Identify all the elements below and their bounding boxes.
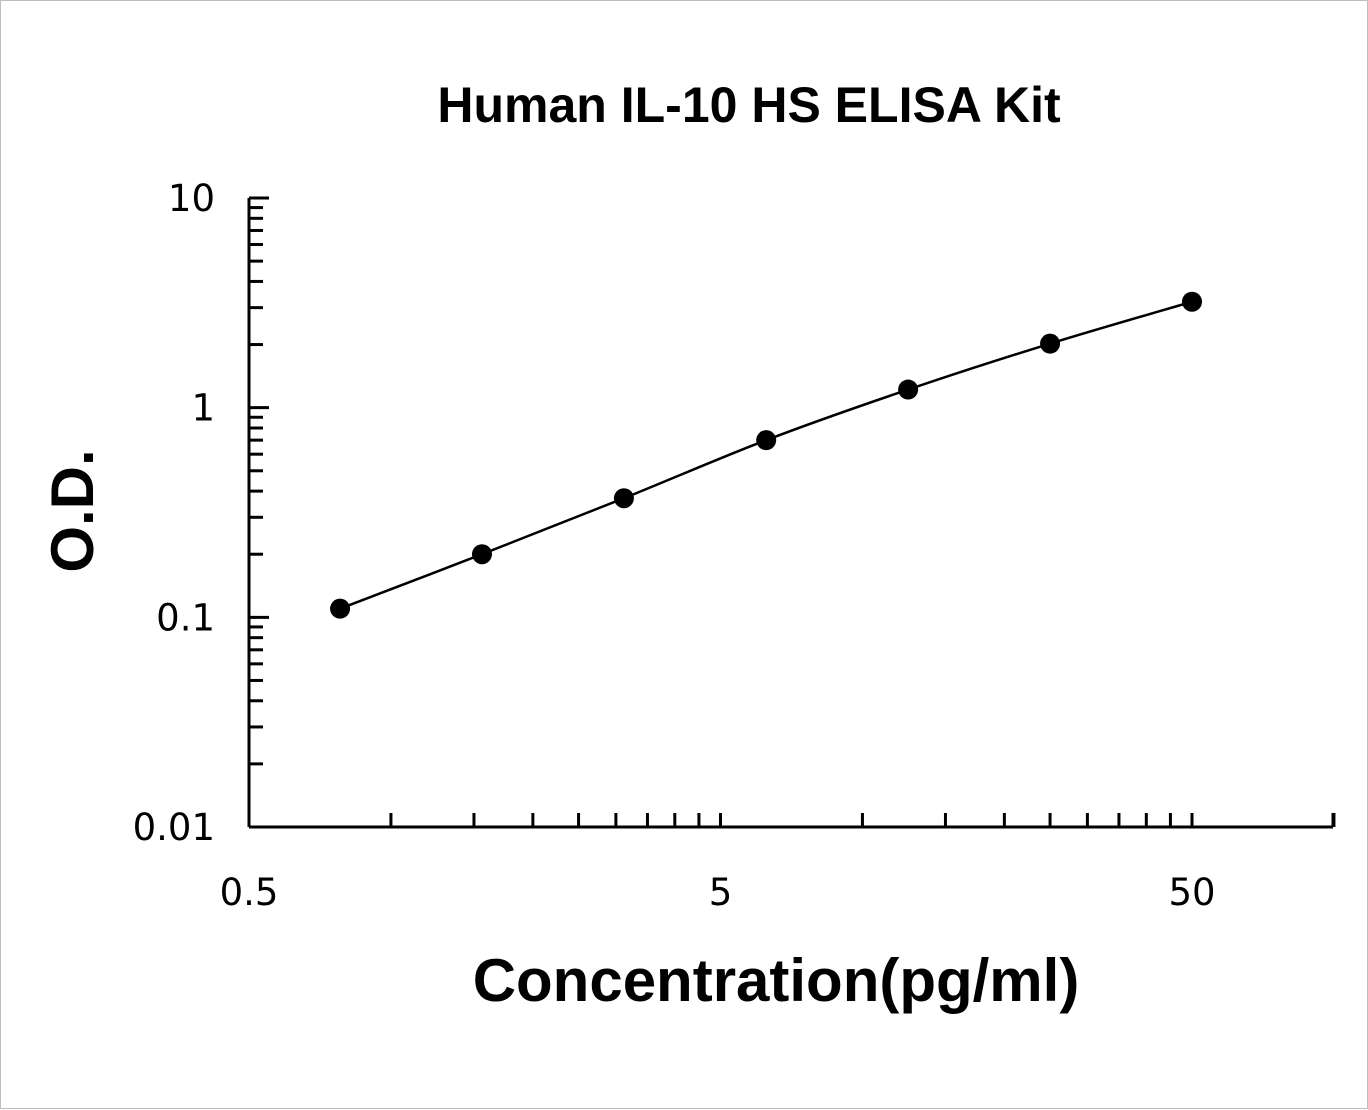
- chart-title: Human IL-10 HS ELISA Kit: [437, 77, 1061, 133]
- y-tick-label: 0.01: [133, 806, 215, 849]
- axes: 0.01 0.1 1 10 0.5 5 50: [133, 177, 1336, 914]
- data-point: [1182, 291, 1202, 312]
- data-point: [471, 544, 492, 565]
- y-tick-label: 1: [191, 387, 215, 430]
- data-point: [898, 379, 919, 400]
- y-tick-label: 10: [168, 177, 215, 220]
- y-tick-label: 0.1: [156, 596, 215, 639]
- data-point: [1040, 333, 1061, 354]
- x-tick-label: 5: [709, 871, 733, 914]
- data-point: [756, 430, 777, 451]
- series-layer: [330, 291, 1202, 619]
- x-axis-label: Concentration(pg/ml): [473, 947, 1080, 1014]
- data-point: [613, 488, 634, 509]
- y-axis-label: O.D.: [39, 449, 106, 572]
- x-tick-label: 50: [1168, 871, 1215, 914]
- series-line: [339, 300, 1193, 610]
- x-tick-label: 0.5: [220, 871, 279, 914]
- data-point: [330, 598, 351, 619]
